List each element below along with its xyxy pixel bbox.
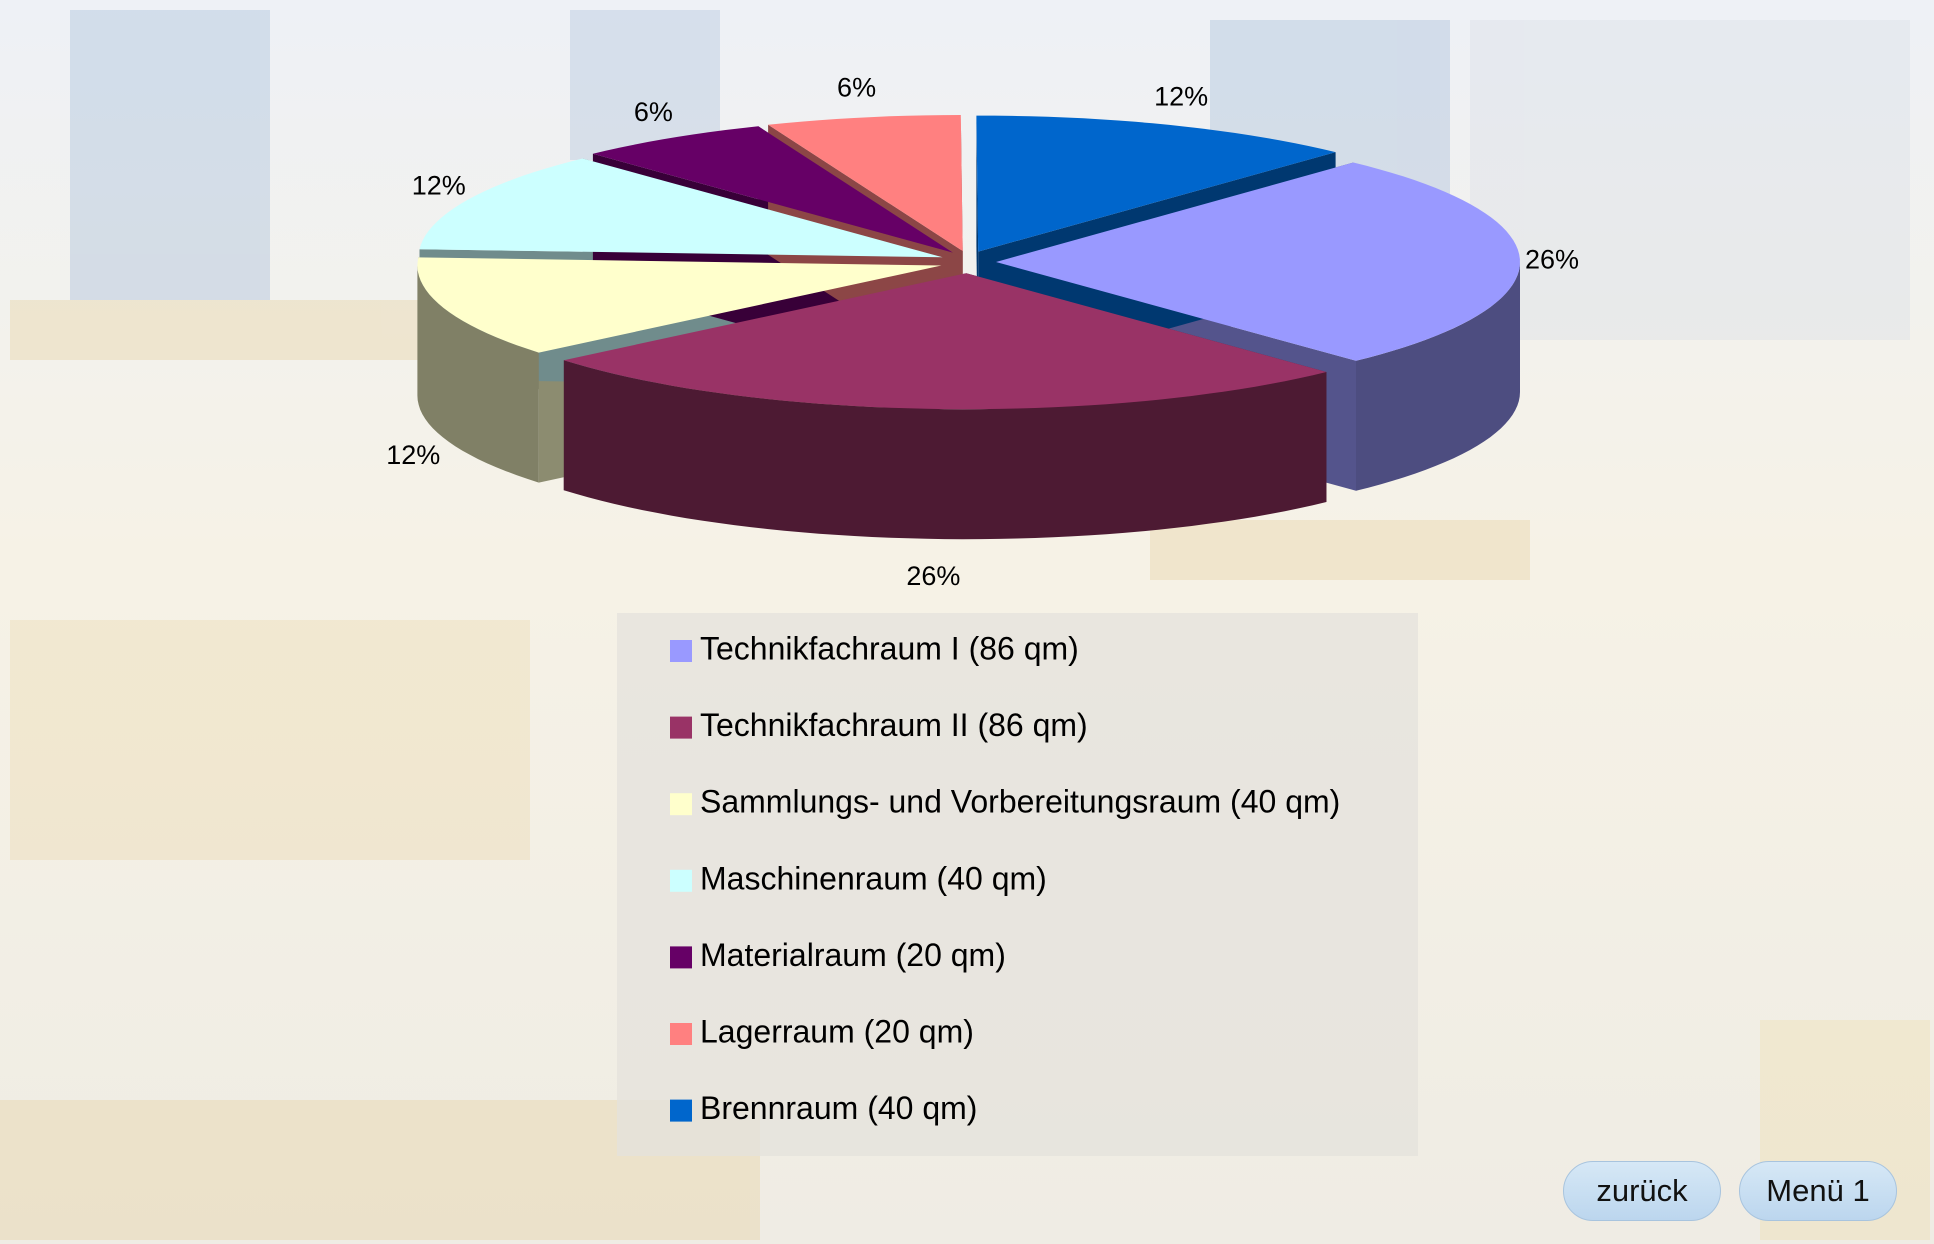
legend-swatch xyxy=(670,640,692,662)
data-label: 12% xyxy=(386,440,440,470)
back-button[interactable]: zurück xyxy=(1563,1161,1721,1221)
legend-label: Maschinenraum (40 qm) xyxy=(700,860,1047,896)
legend-label: Brennraum (40 qm) xyxy=(700,1090,977,1126)
legend-label: Sammlungs- und Vorbereitungsraum (40 qm) xyxy=(700,784,1340,820)
data-label: 12% xyxy=(412,171,466,201)
legend-label: Technikfachraum I (86 qm) xyxy=(700,630,1079,666)
menu-button[interactable]: Menü 1 xyxy=(1739,1161,1897,1221)
legend-label: Materialraum (20 qm) xyxy=(700,937,1006,973)
legend-label: Technikfachraum II (86 qm) xyxy=(700,707,1088,743)
legend-swatch xyxy=(670,946,692,968)
data-label: 6% xyxy=(837,72,876,102)
legend-label: Lagerraum (20 qm) xyxy=(700,1013,974,1049)
legend-swatch xyxy=(670,717,692,739)
data-label: 12% xyxy=(1154,81,1208,111)
legend-swatch xyxy=(670,793,692,815)
legend-swatch xyxy=(670,1023,692,1045)
page: 26% 26% 12% 12% 6% 6% 12% Technikfachraum I (8… xyxy=(0,0,1934,1244)
legend-swatch xyxy=(670,1100,692,1122)
data-label: 6% xyxy=(634,97,673,127)
legend-swatch xyxy=(670,870,692,892)
data-label: 26% xyxy=(906,561,960,591)
chart: 26% 26% 12% 12% 6% 6% 12% Technikfachraum I (8… xyxy=(0,0,1934,1244)
data-label: 26% xyxy=(1525,245,1579,275)
